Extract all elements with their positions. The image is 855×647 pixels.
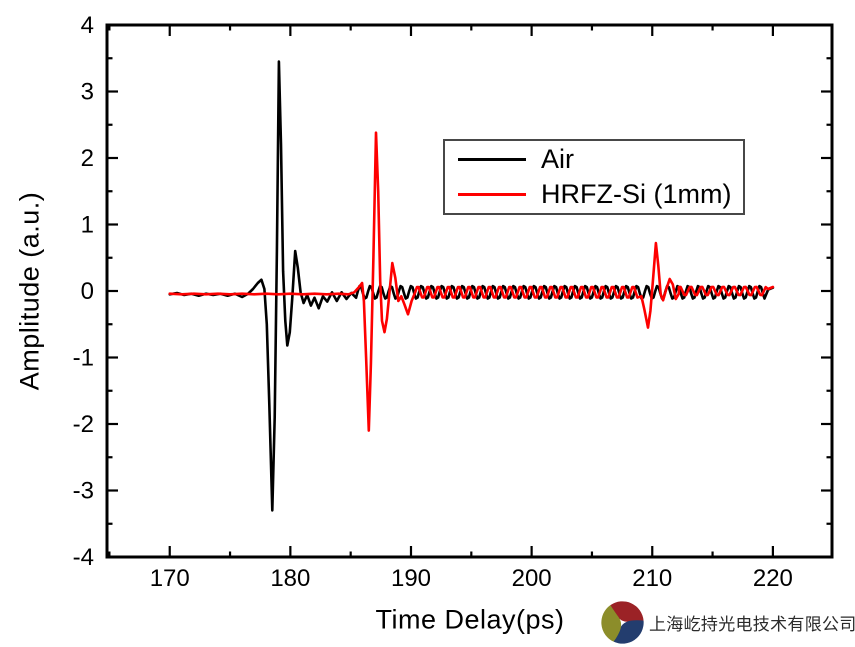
- series-line-air: [168, 60, 775, 512]
- y-tick-label: 0: [81, 278, 94, 305]
- legend-label-hrfz-si: HRFZ-Si (1mm): [541, 178, 732, 209]
- y-tick-label: -4: [73, 544, 94, 571]
- y-tick-label: 2: [81, 145, 94, 172]
- series-line-hrfz-si-1mm: [168, 131, 775, 432]
- x-tick-label: 220: [753, 565, 793, 592]
- y-tick-label: -2: [73, 411, 94, 438]
- x-tick-label: 180: [270, 565, 310, 592]
- x-tick-label: 170: [150, 565, 190, 592]
- company-footer: 上海屹持光电技术有限公司: [600, 597, 855, 647]
- y-axis-title: Amplitude (a.u.): [14, 191, 45, 391]
- legend: Air HRFZ-Si (1mm): [443, 139, 745, 215]
- x-tick-label: 200: [512, 565, 552, 592]
- x-tick-label: 210: [632, 565, 672, 592]
- pinwheel-logo-icon: [601, 600, 644, 644]
- y-tick-label: -3: [73, 478, 94, 505]
- legend-label-air: Air: [541, 144, 574, 175]
- legend-item-air: Air: [458, 144, 743, 176]
- y-tick-label: 3: [81, 79, 94, 106]
- x-axis-title: Time Delay(ps): [375, 604, 565, 635]
- y-tick-label: 1: [81, 212, 94, 239]
- hrfz-si-line-swatch: [458, 192, 526, 196]
- x-tick-label: 190: [391, 565, 431, 592]
- y-tick-label: -1: [73, 345, 94, 372]
- legend-item-hrfz-si: HRFZ-Si (1mm): [458, 178, 743, 210]
- y-tick-label: 4: [81, 12, 94, 39]
- air-line-swatch: [458, 158, 526, 162]
- company-name: 上海屹持光电技术有限公司: [649, 614, 855, 634]
- axis-frame: [105, 23, 834, 559]
